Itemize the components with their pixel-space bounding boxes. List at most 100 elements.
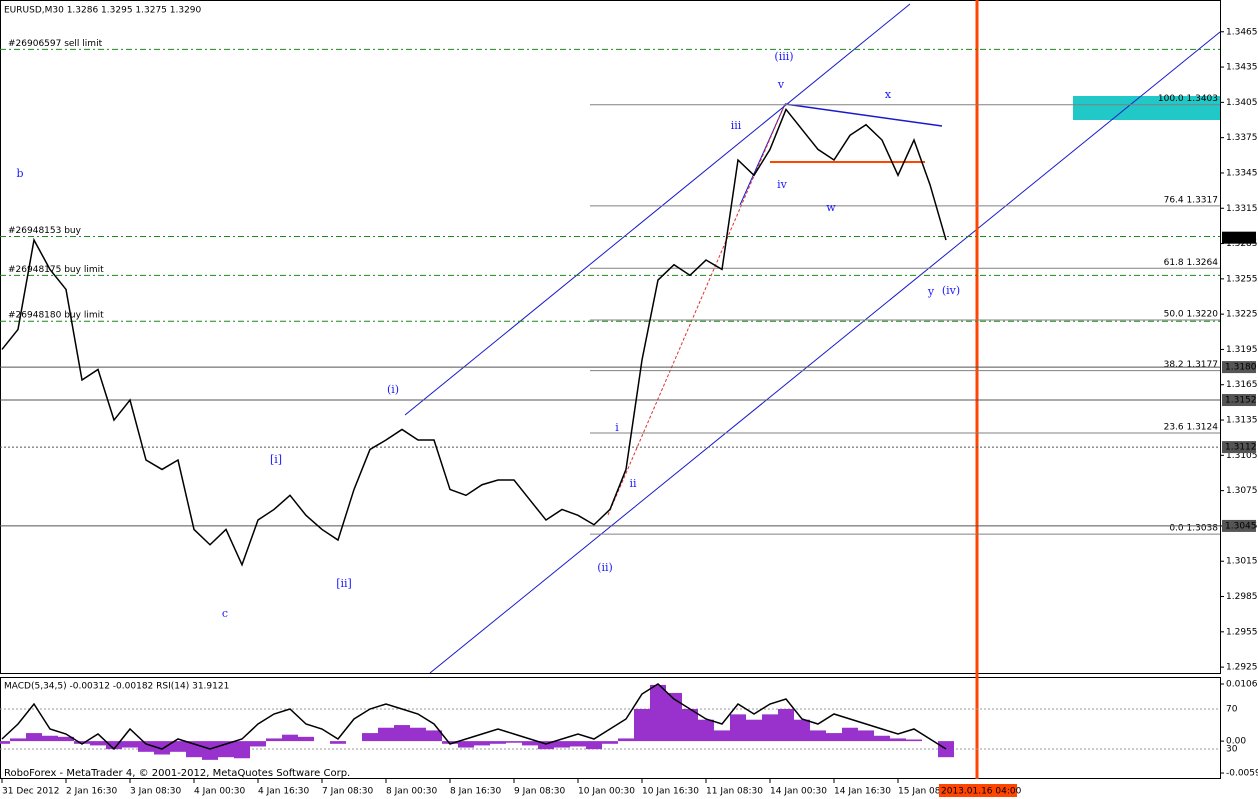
macd-bar xyxy=(810,730,826,742)
macd-bar xyxy=(58,736,74,742)
macd-bar xyxy=(362,733,378,742)
price-box xyxy=(1222,519,1256,532)
macd-bar xyxy=(250,741,266,747)
macd-bar xyxy=(26,733,42,742)
macd-bar xyxy=(490,741,506,744)
x-tick-label: 15 Jan 08:30 xyxy=(898,787,955,797)
macd-bar xyxy=(106,741,122,750)
macd-bar xyxy=(394,725,410,742)
macd-bar xyxy=(730,714,746,742)
price-box-label: 1.3112 xyxy=(1225,443,1257,453)
x-tick-label: 31 Dec 2012 xyxy=(2,787,60,797)
x-tick-label: 4 Jan 00:30 xyxy=(194,787,246,797)
x-tick-label: 3 Jan 08:30 xyxy=(130,787,182,797)
macd-bar xyxy=(122,741,138,748)
macd-bar xyxy=(682,708,698,742)
x-tick-label: 9 Jan 08:30 xyxy=(514,787,566,797)
x-tick-label: 8 Jan 16:30 xyxy=(450,787,502,797)
price-line xyxy=(1,107,947,567)
x-tick-label: 8 Jan 00:30 xyxy=(386,787,438,797)
macd-bar xyxy=(378,727,394,742)
wave-label: (i) xyxy=(387,383,399,396)
channel-lower xyxy=(429,31,1221,674)
order-label: #26948153 buy xyxy=(8,226,82,236)
x-tick-label: 4 Jan 16:30 xyxy=(258,787,310,797)
order-label: #26948175 buy limit xyxy=(8,265,104,275)
wave-label: v xyxy=(777,78,785,91)
fibo-label: 76.4 1.3317 xyxy=(1164,195,1218,205)
y-tick-label: 1.3135 xyxy=(1226,416,1258,426)
macd-bar xyxy=(618,738,634,742)
macd-bar xyxy=(298,736,314,742)
triangle-line xyxy=(739,103,786,206)
price-box xyxy=(1222,231,1256,244)
macd-bar xyxy=(602,741,618,744)
y-tick-label: -0.00596 xyxy=(1226,769,1258,779)
fibo-label: 50.0 1.3220 xyxy=(1164,310,1219,320)
y-tick-label: 1.3435 xyxy=(1226,63,1258,73)
macd-bar xyxy=(458,741,474,748)
macd-bar xyxy=(634,708,650,742)
y-tick-label: 1.3195 xyxy=(1226,345,1258,355)
y-tick-label: 1.3375 xyxy=(1226,133,1258,143)
wave-label: y xyxy=(927,285,935,298)
macd-bar xyxy=(778,708,794,742)
x-tick-label: 14 Jan 16:30 xyxy=(834,787,891,797)
wave-label: i xyxy=(615,421,619,434)
macd-bar xyxy=(426,730,442,742)
price-pane xyxy=(0,0,1221,674)
wave-label: (iii) xyxy=(774,50,793,63)
macd-bar xyxy=(410,727,426,742)
y-tick-label: 1.3225 xyxy=(1226,310,1258,320)
y-tick-label: 1.2985 xyxy=(1226,592,1258,602)
macd-bar xyxy=(266,738,282,742)
macd-bar xyxy=(522,741,538,746)
fibo-label: 100.0 1.3403 xyxy=(1158,94,1218,104)
macd-bar xyxy=(202,741,218,760)
macd-bar xyxy=(90,741,106,746)
macd-bar xyxy=(906,739,922,742)
macd-bar xyxy=(938,741,954,758)
fibo-label: 23.6 1.3124 xyxy=(1164,422,1219,432)
macd-bar xyxy=(10,738,26,742)
macd-bar xyxy=(586,741,602,750)
macd-bar xyxy=(890,738,906,742)
y-tick-label: 1.2925 xyxy=(1226,663,1258,673)
y-tick-label: 1.3255 xyxy=(1226,274,1258,284)
price-box xyxy=(1222,441,1256,454)
macd-bar xyxy=(282,734,298,742)
macd-bar xyxy=(442,741,458,744)
wave-label: (iv) xyxy=(942,284,960,297)
macd-bar xyxy=(74,741,90,744)
macd-bar xyxy=(698,719,714,742)
macd-bar xyxy=(858,730,874,742)
x-tick-label: 11 Jan 08:30 xyxy=(706,787,763,797)
y-tick-label: 1.3465 xyxy=(1226,27,1258,37)
wave-label: iv xyxy=(777,178,788,191)
macd-bar xyxy=(570,741,586,747)
wave-label: [ii] xyxy=(336,577,352,590)
macd-bar xyxy=(330,741,346,744)
y-tick-label: 1.3405 xyxy=(1226,98,1258,108)
macd-bar xyxy=(538,741,554,750)
wave-label: x xyxy=(885,88,892,101)
order-label: #26948180 buy limit xyxy=(8,311,104,321)
channel-upper xyxy=(404,3,911,416)
rsi-line xyxy=(1,683,947,751)
macd-bar xyxy=(714,730,730,742)
wave-label: (ii) xyxy=(597,561,613,574)
wave-label: [i] xyxy=(270,453,282,466)
fibo-label: 61.8 1.3264 xyxy=(1164,258,1219,268)
cursor-box xyxy=(939,784,1017,797)
macd-bar xyxy=(474,741,490,746)
macd-bar xyxy=(650,684,666,742)
macd-bar xyxy=(746,719,762,742)
y-tick-label: 0.01067 xyxy=(1226,679,1258,689)
macd-bar xyxy=(666,692,682,742)
y2-tick-label: 30 xyxy=(1226,745,1238,755)
x-tick-label: 14 Jan 00:30 xyxy=(770,787,827,797)
macd-bar xyxy=(234,741,250,759)
wave-label: iii xyxy=(731,119,742,132)
y-tick-label: 1.2955 xyxy=(1226,627,1258,637)
